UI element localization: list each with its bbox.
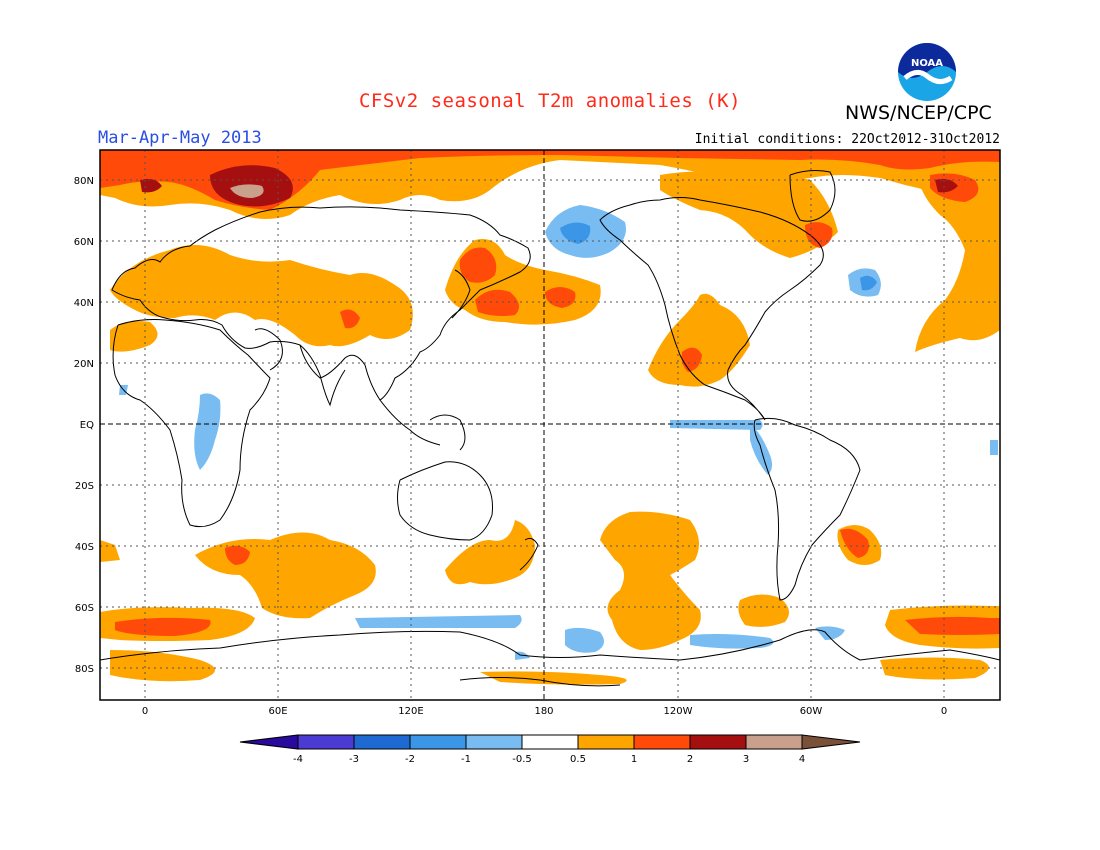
lon-label: 180: [534, 706, 553, 717]
legend-swatch: [409, 734, 467, 750]
lat-label: EQ: [80, 420, 94, 431]
legend-swatch: [353, 734, 411, 750]
grid-lines: [100, 150, 1000, 700]
agency-label: NWS/NCEP/CPC: [845, 102, 992, 124]
forecast-period: Mar-Apr-May 2013: [98, 128, 262, 148]
cool-anomaly-areas: [119, 205, 998, 660]
lat-label: 80S: [75, 664, 94, 675]
legend-label: 0.5: [570, 754, 586, 765]
map-title: CFSv2 seasonal T2m anomalies (K): [358, 90, 742, 112]
lat-label: 80N: [74, 176, 94, 187]
extreme-warm-area: [230, 184, 264, 198]
legend-label: 3: [743, 754, 749, 765]
lon-label: 120W: [664, 706, 693, 717]
lat-label: 60N: [74, 237, 94, 248]
legend-swatch: [577, 734, 635, 750]
legend-swatch: [465, 734, 523, 750]
moderate-cool-areas: [560, 222, 877, 291]
lat-axis: 80N 60N 40N 20N EQ 20S 40S 60S 80S: [74, 176, 94, 675]
map-frame: [99, 149, 1001, 701]
lat-label: 40N: [74, 298, 94, 309]
legend-label: -1: [461, 754, 471, 765]
legend-arrow-low: [239, 734, 299, 750]
coastlines: [100, 170, 1000, 687]
map-area: [100, 150, 1000, 700]
legend-label: -3: [349, 754, 359, 765]
lat-label: 60S: [75, 603, 94, 614]
lon-label: 0: [142, 706, 148, 717]
legend-swatch: [297, 734, 355, 750]
legend-arrow-high: [801, 734, 861, 750]
lon-label: 0: [941, 706, 947, 717]
noaa-logo: NOAA: [898, 43, 956, 101]
color-legend: -4 -3 -2 -1 -0.5 0.5 1 2 3 4: [239, 734, 861, 765]
logo-text: NOAA: [911, 58, 943, 69]
lat-label: 20N: [74, 359, 94, 370]
legend-swatch: [633, 734, 691, 750]
reference-lines: [100, 150, 1000, 700]
lon-axis: 0 60E 120E 180 120W 60W 0: [142, 706, 947, 717]
legend-label: 1: [631, 754, 637, 765]
legend-label: -2: [405, 754, 415, 765]
legend-swatch: [521, 734, 579, 750]
legend-label: 2: [687, 754, 693, 765]
legend-swatch: [689, 734, 747, 750]
initial-conditions: Initial conditions: 22Oct2012-31Oct2012: [694, 132, 1000, 147]
lon-label: 120E: [398, 706, 423, 717]
legend-label: -4: [293, 754, 303, 765]
legend-label: -0.5: [512, 754, 532, 765]
legend-swatch: [745, 734, 803, 750]
lat-label: 20S: [75, 481, 94, 492]
legend-label: 4: [799, 754, 805, 765]
lat-label: 40S: [75, 542, 94, 553]
lon-label: 60W: [800, 706, 823, 717]
lon-label: 60E: [268, 706, 287, 717]
